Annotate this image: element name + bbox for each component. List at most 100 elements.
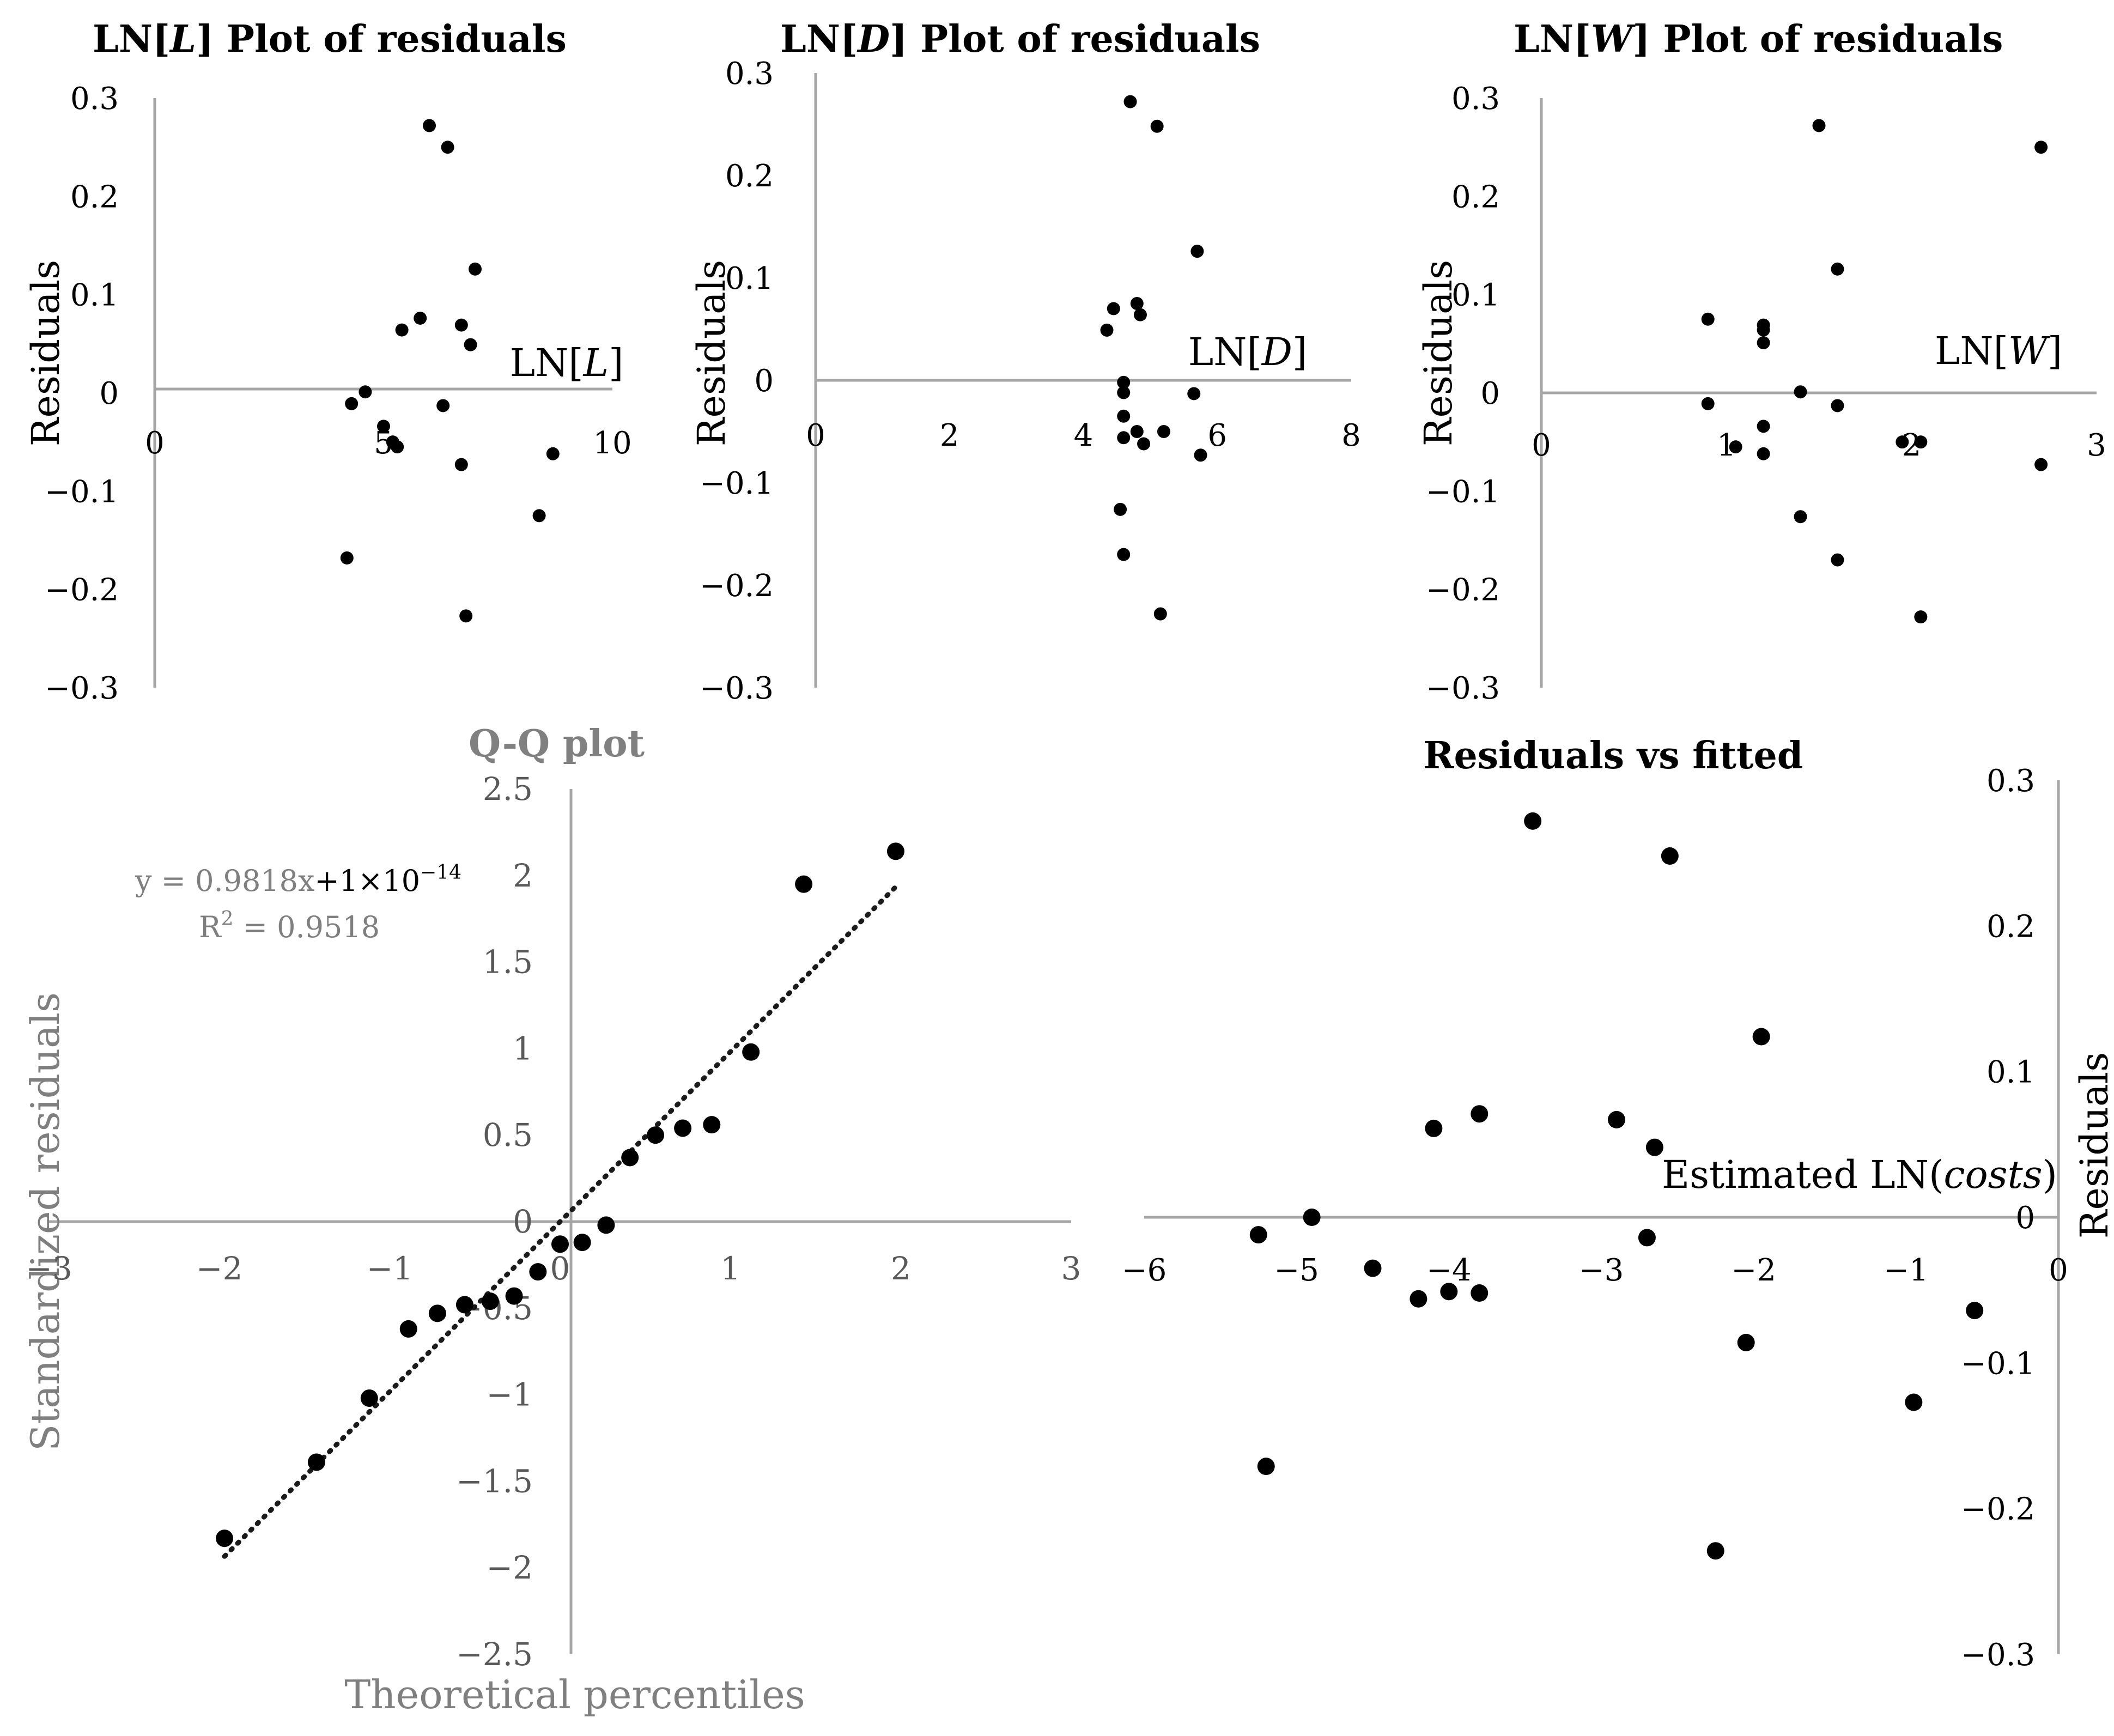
panel-ln-w-point (1757, 323, 1770, 337)
panel-rvf-point (1752, 1028, 1770, 1046)
panel-ln-w-point (1757, 420, 1770, 433)
panel-qq-y-tick-label: −1.5 (456, 1462, 533, 1500)
panel-residuals-vs-fitted: Residuals vs fitted Estimated LN(costs) … (1122, 734, 2114, 1673)
panel-qq-y-tick-label: 1.5 (483, 944, 533, 981)
panel-ln-l-point (377, 420, 390, 433)
panel-qq-point (307, 1453, 325, 1471)
panel-qq-y-tick-label: 0.5 (483, 1116, 533, 1154)
panel-rvf-point (1364, 1259, 1382, 1277)
panel-ln-l-point (454, 318, 468, 332)
panel-ln-d-y-tick-label: −0.1 (700, 466, 774, 501)
panel-ln-d-point (1187, 387, 1201, 400)
panel-rvf-y-tick-label: 0.2 (1987, 909, 2035, 944)
panel-ln-w-point (1757, 336, 1770, 350)
panel-ln-l-y-label: Residuals (23, 260, 68, 446)
panel-rvf-y-label: Residuals (2072, 1052, 2114, 1239)
panel-rvf-x-tick-label: −2 (1731, 1253, 1776, 1288)
panel-ln-d-point (1117, 375, 1131, 389)
panel-qq-point (428, 1304, 446, 1322)
panel-qq-x-tick-label: 0 (550, 1250, 570, 1287)
panel-qq-point (621, 1149, 639, 1167)
panel-ln-l-point (395, 323, 409, 337)
panel-ln-w-point (1831, 399, 1844, 412)
panel-qq-y-tick-label: −2.5 (456, 1636, 533, 1673)
panel-ln-w-point (1914, 435, 1928, 449)
panel-ln-d-point (1194, 448, 1207, 462)
panel-ln-l-point (359, 385, 372, 399)
panel-rvf-x-tick-label: −6 (1122, 1253, 1167, 1288)
panel-rvf-point (1440, 1283, 1458, 1301)
panel-ln-w-x-tick-label: 0 (1532, 428, 1551, 463)
panel-ln-w-y-label: Residuals (1416, 260, 1461, 446)
panel-qq-point (597, 1216, 615, 1234)
panel-qq-title: Q-Q plot (469, 722, 645, 766)
panel-ln-l-y-tick-label: 0.1 (70, 278, 119, 313)
panel-ln-w: LN[W] Plot of residuals LN[W] Residuals … (1416, 17, 2106, 706)
panel-ln-d-x-tick-label: 8 (1341, 418, 1361, 453)
panel-qq-r-squared: R2 = 0.9518 (199, 908, 380, 944)
panel-ln-l-x-label: LN[L] (510, 341, 624, 385)
panel-rvf-title: Residuals vs fitted (1423, 734, 1803, 778)
panel-ln-l-point (469, 262, 482, 276)
panel-ln-d-point (1123, 95, 1137, 108)
panel-qq-x-tick-label: 1 (720, 1250, 740, 1287)
panel-ln-w-x-tick-label: 3 (2087, 428, 2106, 463)
panel-rvf-point (1737, 1333, 1755, 1351)
panel-ln-d-y-tick-label: −0.3 (700, 671, 774, 706)
panel-ln-w-title: LN[W] Plot of residuals (1514, 17, 2003, 61)
panel-ln-w-point (1701, 312, 1715, 326)
panel-qq-equation: y = 0.9818x+1×10−14 (135, 861, 461, 898)
panel-ln-w-y-tick-label: 0.3 (1451, 81, 1500, 117)
panel-ln-d-point (1130, 297, 1144, 310)
panel-qq-y-label: Standardized residuals (22, 992, 68, 1451)
panel-ln-w-point (2034, 458, 2048, 471)
panel-ln-l-point (340, 551, 354, 564)
panel-qq-y-tick-label: −2 (487, 1549, 533, 1586)
panel-rvf-y-tick-label: 0 (2015, 1200, 2035, 1236)
panel-ln-w-y-tick-label: −0.3 (1426, 671, 1500, 706)
panel-ln-l-point (423, 119, 436, 132)
panel-qq-point (647, 1126, 665, 1144)
panel-rvf-point (1471, 1284, 1489, 1302)
panel-ln-l: LN[L] Plot of residuals LN[L] Residuals … (23, 17, 632, 706)
panel-ln-w-point (2034, 141, 2048, 154)
panel-ln-d-point (1117, 409, 1131, 423)
panel-ln-d-point (1130, 425, 1144, 438)
panel-rvf-y-tick-label: −0.2 (1961, 1492, 2035, 1527)
panel-ln-d-point (1114, 502, 1127, 516)
panel-ln-d-point (1100, 323, 1114, 337)
panel-ln-w-point (1794, 385, 1807, 399)
panel-qq-x-label: Theoretical percentiles (344, 1672, 805, 1717)
panel-ln-w-point (1831, 262, 1844, 276)
panel-rvf-y-tick-label: 0.3 (1987, 763, 2035, 799)
panel-rvf-x-tick-label: −3 (1579, 1253, 1624, 1288)
panel-ln-l-point (414, 311, 427, 325)
panel-ln-d-point (1137, 437, 1151, 451)
panel-rvf-x-label: Estimated LN(costs) (1662, 1152, 2057, 1197)
panel-qq-trendline (222, 884, 898, 1559)
panel-rvf-point (1905, 1393, 1923, 1411)
panel-rvf-point (1410, 1290, 1427, 1308)
panel-qq-point (674, 1119, 692, 1137)
panel-rvf-point (1303, 1209, 1321, 1226)
panel-qq-point (703, 1116, 721, 1134)
panel-qq-point (886, 842, 904, 860)
panel-ln-d-y-tick-label: 0.1 (725, 261, 774, 296)
panel-ln-d-y-tick-label: −0.2 (700, 568, 774, 604)
panel-qq-x-tick-label: −3 (26, 1250, 72, 1287)
panel-qq-point (505, 1287, 523, 1305)
panel-ln-l-point (532, 509, 546, 523)
panel-ln-l-point (459, 609, 473, 623)
panel-ln-w-point (1794, 510, 1807, 524)
panel-ln-d-y-label: Residuals (689, 260, 734, 446)
panel-ln-l-x-tick-label: 10 (593, 426, 631, 461)
panel-ln-d-x-tick-label: 4 (1074, 418, 1094, 453)
panel-qq-y-tick-label: 1 (513, 1030, 533, 1067)
panel-qq-x-tick-label: 2 (891, 1250, 911, 1287)
panel-ln-l-point (441, 141, 454, 154)
panel-ln-l-point (436, 399, 450, 412)
panel-ln-w-point (1831, 553, 1844, 567)
panel-ln-w-y-tick-label: 0.1 (1451, 278, 1500, 313)
panel-ln-l-y-tick-label: 0.2 (70, 179, 119, 215)
